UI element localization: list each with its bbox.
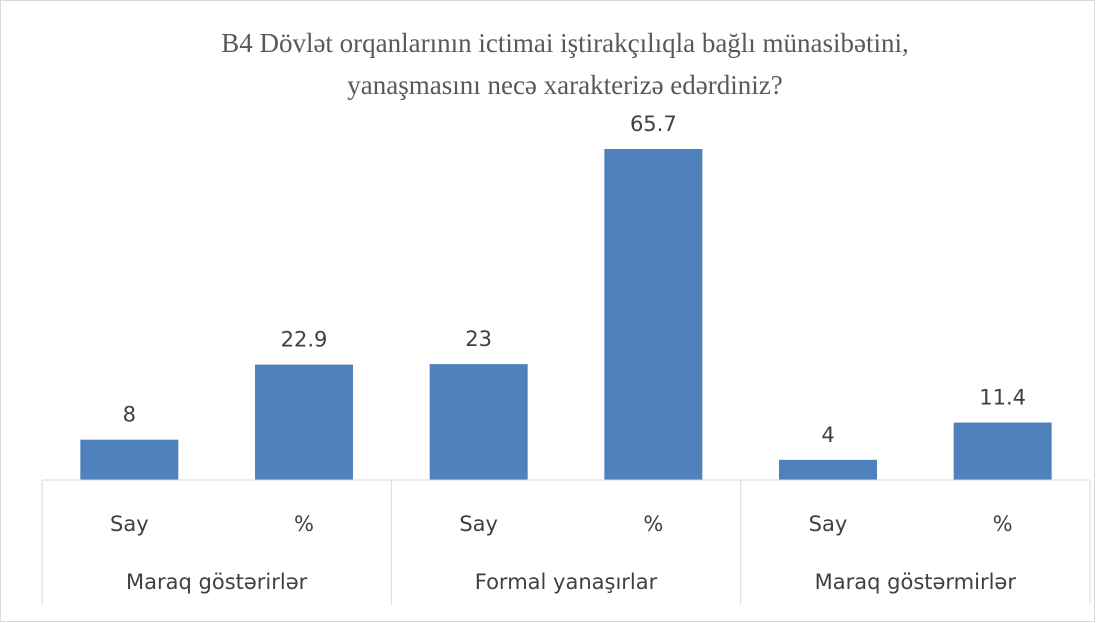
chart-title: yanaşmasını necə xarakterizə edərdiniz? <box>347 70 783 100</box>
data-label: 4 <box>821 423 834 447</box>
chart-title: B4 Dövlət orqanlarının ictimai iştirakçı… <box>221 28 909 58</box>
x-tick-label: % <box>294 512 314 536</box>
data-label: 8 <box>123 403 136 427</box>
bar <box>779 459 877 480</box>
group-label: Maraq göstərirlər <box>126 570 308 594</box>
x-tick-label: % <box>993 512 1013 536</box>
group-label: Maraq göstərmirlər <box>815 570 1017 594</box>
data-label: 65.7 <box>630 112 677 136</box>
bar <box>80 439 179 480</box>
x-tick-label: Say <box>809 512 848 536</box>
bar <box>604 149 703 480</box>
x-tick-label: Say <box>459 512 498 536</box>
x-tick-label: Say <box>110 512 149 536</box>
bar <box>953 422 1052 480</box>
group-label: Formal yanaşırlar <box>475 570 658 594</box>
bar <box>255 364 353 480</box>
bar <box>429 364 528 480</box>
data-label: 22.9 <box>281 328 328 352</box>
data-label: 11.4 <box>979 386 1026 410</box>
x-tick-label: % <box>643 512 663 536</box>
data-label: 23 <box>465 327 492 351</box>
